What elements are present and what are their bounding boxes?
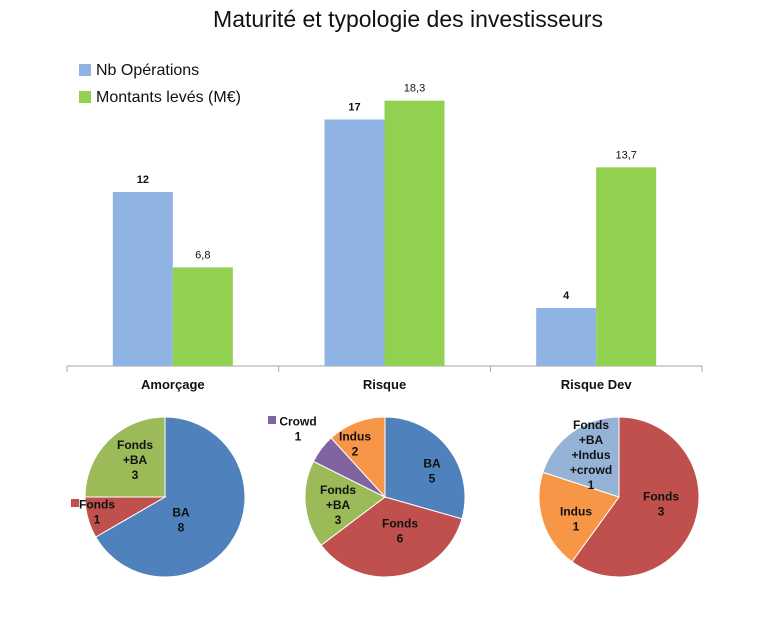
pie-label-line: BA	[172, 506, 190, 520]
data-label-montants-leves-m-amorcage: 6,8	[195, 249, 210, 261]
pie-label-risque-fonds: Fonds 6	[382, 517, 418, 546]
pie-label-line: 1	[295, 430, 302, 444]
pie-label-line: 1	[588, 478, 595, 492]
pie-label-line: Fonds	[382, 517, 418, 531]
pie-label-line: Fonds	[117, 438, 153, 452]
pie-slice-amorcage-ba	[95, 416, 246, 578]
pie-label-amorcage-fonds: Fonds 1	[79, 498, 115, 527]
pie-label-line: 3	[132, 468, 139, 482]
pie-slice-risque-fonds	[320, 496, 463, 578]
pie-label-line: 5	[429, 472, 436, 486]
bar-montants-leves-m-amorcage	[172, 267, 233, 366]
pie-slice-risque-indus	[330, 416, 386, 499]
pie-label-line: 6	[397, 532, 404, 546]
legend-item-montants-leves: Montants levés (M€)	[79, 88, 241, 108]
data-label-nb-operations-risque-dev: 4	[563, 290, 570, 302]
pie-label-line: 3	[335, 513, 342, 527]
bar-nb-operations-amorcage	[112, 192, 173, 366]
pie-label-risque-dev-fonds-ba-indus-crowd: Fonds +BA +Indus +crowd 1	[570, 418, 612, 492]
pie-label-line: Indus	[339, 430, 371, 444]
data-label-nb-operations-risque: 17	[348, 102, 360, 114]
pie-label-line: Fonds	[79, 498, 115, 512]
data-label-montants-leves-m-risque: 18,3	[404, 83, 425, 95]
pie-label-risque-dev-fonds: Fonds 3	[643, 490, 679, 519]
pie-label-line: Crowd	[279, 415, 316, 429]
pie-slice-risque-ba	[384, 416, 466, 520]
pie-label-line: +BA	[579, 433, 604, 447]
pie-label-line: 1	[94, 513, 101, 527]
pie-label-risque-ba: BA 5	[423, 457, 441, 486]
pie-slice-risque-dev-fonds-ba-indus-crowd	[542, 416, 620, 498]
pie-label-amorcage-ba: BA 8	[172, 506, 190, 535]
pie-label-line: Fonds	[573, 418, 609, 432]
pie-label-line: +BA	[123, 453, 148, 467]
x-tick-label-risque: Risque	[363, 377, 406, 392]
pie-slice-risque-dev-fonds	[571, 416, 700, 578]
legend-label-montants-leves: Montants levés (M€)	[96, 89, 241, 106]
pie-label-line: Fonds	[643, 490, 679, 504]
legend-swatch-montants-leves	[79, 91, 91, 103]
pie-label-risque-fonds-ba: Fonds +BA 3	[320, 483, 356, 527]
pie-label-risque-dev-indus: Indus 1	[560, 505, 592, 534]
pie-label-line: BA	[423, 457, 441, 471]
x-tick-label-amorcage: Amorçage	[141, 377, 205, 392]
pie-label-line: +Indus	[571, 448, 610, 462]
bar-montants-leves-m-risque-dev	[596, 167, 657, 366]
pie-label-risque-indus: Indus 2	[339, 430, 371, 459]
legend-swatch-nb-operations	[79, 64, 91, 76]
bar-montants-leves-m-risque	[384, 100, 445, 367]
pie-label-line: 1	[573, 520, 580, 534]
data-label-montants-leves-m-risque-dev: 13,7	[615, 149, 636, 161]
bar-nb-operations-risque-dev	[536, 308, 597, 366]
data-label-nb-operations-amorcage: 12	[137, 174, 149, 186]
pie-marker-risque	[268, 416, 276, 424]
pie-label-risque-crowd: Crowd 1	[279, 415, 316, 444]
legend-item-nb-operations: Nb Opérations	[79, 61, 199, 81]
bar-nb-operations-risque	[324, 119, 385, 366]
pie-label-amorcage-fonds-ba: Fonds +BA 3	[117, 438, 153, 482]
pie-marker-amorcage	[71, 499, 79, 507]
pie-slice-risque-dev-indus	[538, 471, 620, 563]
pie-label-line: +BA	[326, 498, 351, 512]
pie-label-line: 2	[352, 445, 359, 459]
pie-label-line: +crowd	[570, 463, 612, 477]
x-tick-label-risque-dev: Risque Dev	[561, 377, 633, 392]
pie-slice-amorcage-fonds-ba	[84, 416, 166, 498]
pie-label-line: 8	[178, 521, 185, 535]
pie-slice-risque-fonds-ba	[304, 460, 386, 546]
chart-title: Maturité et typologie des investisseurs	[213, 6, 603, 32]
pie-label-line: Indus	[560, 505, 592, 519]
pie-label-line: Fonds	[320, 483, 356, 497]
legend-label-nb-operations: Nb Opérations	[96, 62, 200, 79]
pie-label-line: 3	[658, 505, 665, 519]
